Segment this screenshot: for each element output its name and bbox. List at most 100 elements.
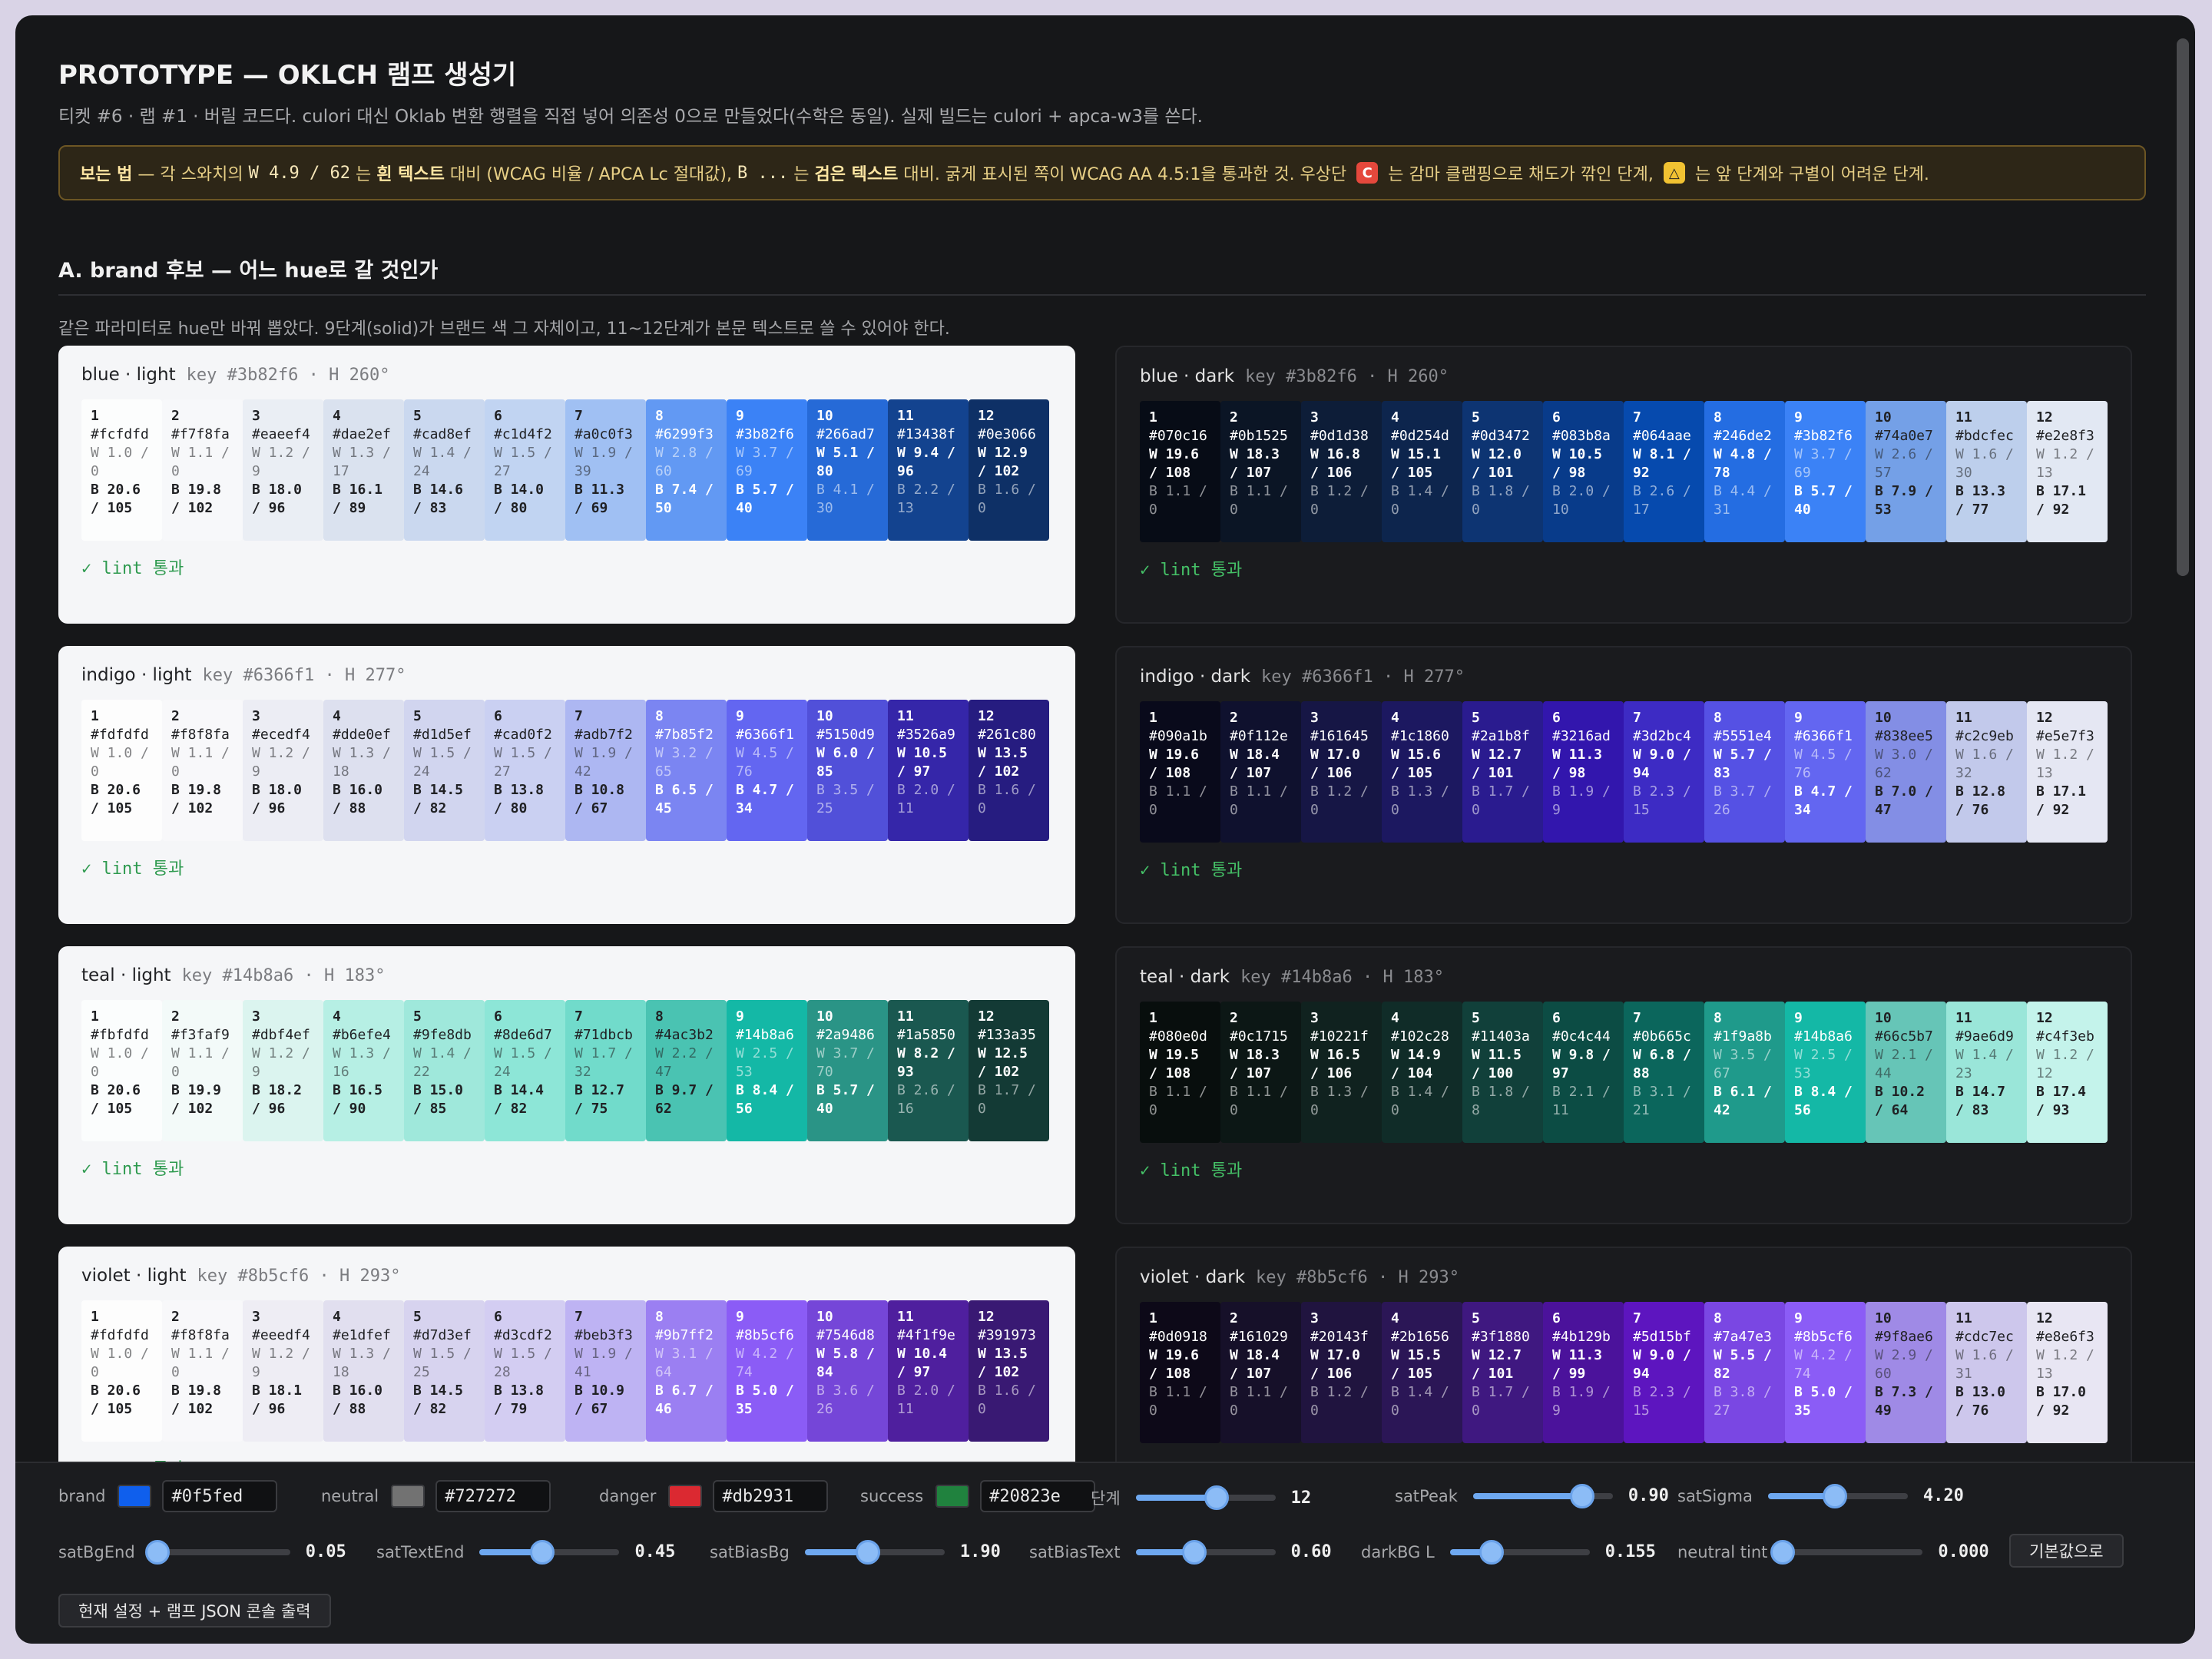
- swatch[interactable]: 2 #161029 W 18.4 / 107 B 1.1 / 0: [1220, 1302, 1301, 1443]
- swatch[interactable]: 9 #3b82f6 W 3.7 / 69 B 5.7 / 40: [727, 399, 807, 541]
- swatch[interactable]: 5 #d7d3ef W 1.5 / 25 B 14.5 / 82: [404, 1300, 485, 1442]
- swatch[interactable]: 8 #4ac3b2 W 2.2 / 47 B 9.7 / 62: [646, 1000, 727, 1141]
- swatch[interactable]: 7 #3d2bc4 W 9.0 / 94 B 2.3 / 15: [1624, 701, 1704, 843]
- swatch[interactable]: 8 #246de2 W 4.8 / 78 B 4.4 / 31: [1704, 401, 1785, 542]
- swatch[interactable]: 12 #261c80 W 13.5 / 102 B 1.6 / 0: [969, 700, 1049, 841]
- danger-color-picker[interactable]: [668, 1485, 703, 1508]
- swatch[interactable]: 8 #5551e4 W 5.7 / 83 B 3.7 / 26: [1704, 701, 1785, 843]
- swatch[interactable]: 7 #adb7f2 W 1.9 / 42 B 10.8 / 67: [565, 700, 646, 841]
- swatch[interactable]: 5 #0d3472 W 12.0 / 101 B 1.8 / 0: [1462, 401, 1543, 542]
- swatch[interactable]: 8 #1f9a8b W 3.5 / 67 B 6.1 / 42: [1704, 1002, 1785, 1143]
- darkbgl-slider[interactable]: [1449, 1539, 1590, 1565]
- swatch[interactable]: 7 #a0c0f3 W 1.9 / 39 B 11.3 / 69: [565, 399, 646, 541]
- swatch[interactable]: 1 #070c16 W 19.6 / 108 B 1.1 / 0: [1140, 401, 1220, 542]
- swatch[interactable]: 3 #0d1d38 W 16.8 / 106 B 1.2 / 0: [1301, 401, 1382, 542]
- swatch[interactable]: 7 #71dbcb W 1.7 / 32 B 12.7 / 75: [565, 1000, 646, 1141]
- swatch[interactable]: 12 #c4f3eb W 1.2 / 12 B 17.4 / 93: [2027, 1002, 2108, 1143]
- swatch[interactable]: 6 #d3cdf2 W 1.5 / 28 B 13.8 / 79: [485, 1300, 565, 1442]
- steps-slider[interactable]: [1135, 1485, 1276, 1510]
- swatch[interactable]: 11 #cdc7ec W 1.6 / 31 B 13.0 / 76: [1946, 1302, 2027, 1443]
- swatch[interactable]: 1 #080e0d W 19.5 / 108 B 1.1 / 0: [1140, 1002, 1220, 1143]
- scrollbar[interactable]: [2177, 38, 2189, 576]
- swatch[interactable]: 12 #0e3066 W 12.9 / 102 B 1.6 / 0: [969, 399, 1049, 541]
- swatch[interactable]: 3 #161645 W 17.0 / 106 B 1.2 / 0: [1301, 701, 1382, 843]
- swatch[interactable]: 8 #7a47e3 W 5.5 / 82 B 3.8 / 27: [1704, 1302, 1785, 1443]
- swatch[interactable]: 11 #9ae6d9 W 1.4 / 23 B 14.7 / 83: [1946, 1002, 2027, 1143]
- swatch[interactable]: 11 #bdcfec W 1.6 / 30 B 13.3 / 77: [1946, 401, 2027, 542]
- swatch[interactable]: 10 #74a0e7 W 2.6 / 57 B 7.9 / 53: [1866, 401, 1946, 542]
- swatch[interactable]: 12 #133a35 W 12.5 / 102 B 1.7 / 0: [969, 1000, 1049, 1141]
- satbiasbg-slider[interactable]: [804, 1539, 945, 1565]
- neutral-color-picker[interactable]: [391, 1485, 426, 1508]
- success-hex-input[interactable]: #20823e: [980, 1480, 1096, 1512]
- neutral-hex-input[interactable]: #727272: [435, 1480, 551, 1512]
- danger-hex-input[interactable]: #db2931: [713, 1480, 829, 1512]
- swatch[interactable]: 7 #0b665c W 6.8 / 88 B 3.1 / 21: [1624, 1002, 1704, 1143]
- swatch[interactable]: 4 #b6efe4 W 1.3 / 16 B 16.5 / 90: [323, 1000, 404, 1141]
- swatch[interactable]: 11 #1a5850 W 8.2 / 93 B 2.6 / 16: [888, 1000, 969, 1141]
- swatch[interactable]: 8 #6299f3 W 2.8 / 60 B 7.4 / 50: [646, 399, 727, 541]
- swatch[interactable]: 6 #0c4c44 W 9.8 / 97 B 2.1 / 11: [1543, 1002, 1624, 1143]
- swatch[interactable]: 8 #9b7ff2 W 3.1 / 64 B 6.7 / 46: [646, 1300, 727, 1442]
- swatch[interactable]: 12 #e8e6f3 W 1.2 / 13 B 17.0 / 92: [2027, 1302, 2108, 1443]
- swatch[interactable]: 6 #083b8a W 10.5 / 98 B 2.0 / 10: [1543, 401, 1624, 542]
- swatch[interactable]: 7 #5d15bf W 9.0 / 94 B 2.3 / 15: [1624, 1302, 1704, 1443]
- swatch[interactable]: 6 #8de6d7 W 1.5 / 24 B 14.4 / 82: [485, 1000, 565, 1141]
- swatch[interactable]: 9 #8b5cf6 W 4.2 / 74 B 5.0 / 35: [727, 1300, 807, 1442]
- swatch[interactable]: 10 #9f8ae6 W 2.9 / 60 B 7.3 / 49: [1866, 1302, 1946, 1443]
- swatch[interactable]: 4 #dae2ef W 1.3 / 17 B 16.1 / 89: [323, 399, 404, 541]
- satbgend-slider[interactable]: [144, 1539, 290, 1565]
- main-content[interactable]: PROTOTYPE — OKLCH 램프 생성기 티켓 #6 · 랩 #1 · …: [15, 15, 2195, 1462]
- export-json-button[interactable]: 현재 설정 + 램프 JSON 콘솔 출력: [58, 1594, 331, 1628]
- swatch[interactable]: 10 #266ad7 W 5.1 / 80 B 4.1 / 30: [807, 399, 888, 541]
- swatch[interactable]: 2 #0f112e W 18.4 / 107 B 1.1 / 0: [1220, 701, 1301, 843]
- swatch[interactable]: 10 #838ee5 W 3.0 / 62 B 7.0 / 47: [1866, 701, 1946, 843]
- swatch[interactable]: 4 #dde0ef W 1.3 / 18 B 16.0 / 88: [323, 700, 404, 841]
- swatch[interactable]: 12 #391973 W 13.5 / 102 B 1.6 / 0: [969, 1300, 1049, 1442]
- swatch[interactable]: 5 #9fe8db W 1.4 / 22 B 15.0 / 85: [404, 1000, 485, 1141]
- brand-hex-input[interactable]: #0f5fed: [162, 1480, 278, 1512]
- swatch[interactable]: 5 #11403a W 11.5 / 100 B 1.8 / 8: [1462, 1002, 1543, 1143]
- swatch[interactable]: 11 #13438f W 9.4 / 96 B 2.2 / 13: [888, 399, 969, 541]
- swatch[interactable]: 6 #3216ad W 11.3 / 98 B 1.9 / 9: [1543, 701, 1624, 843]
- reset-button[interactable]: 기본값으로: [2009, 1534, 2124, 1568]
- swatch[interactable]: 5 #d1d5ef W 1.5 / 24 B 14.5 / 82: [404, 700, 485, 841]
- swatch[interactable]: 9 #14b8a6 W 2.5 / 53 B 8.4 / 56: [1785, 1002, 1866, 1143]
- satpeak-slider[interactable]: [1472, 1483, 1613, 1508]
- swatch[interactable]: 3 #20143f W 17.0 / 106 B 1.2 / 0: [1301, 1302, 1382, 1443]
- swatch[interactable]: 11 #4f1f9e W 10.4 / 97 B 2.0 / 11: [888, 1300, 969, 1442]
- satbiastext-slider[interactable]: [1135, 1539, 1276, 1565]
- swatch[interactable]: 9 #6366f1 W 4.5 / 76 B 4.7 / 34: [1785, 701, 1866, 843]
- sattextend-slider[interactable]: [479, 1539, 620, 1565]
- swatch[interactable]: 4 #1c1860 W 15.6 / 105 B 1.3 / 0: [1382, 701, 1462, 843]
- swatch[interactable]: 9 #6366f1 W 4.5 / 76 B 4.7 / 34: [727, 700, 807, 841]
- swatch[interactable]: 9 #3b82f6 W 3.7 / 69 B 5.7 / 40: [1785, 401, 1866, 542]
- swatch[interactable]: 9 #8b5cf6 W 4.2 / 74 B 5.0 / 35: [1785, 1302, 1866, 1443]
- swatch[interactable]: 9 #14b8a6 W 2.5 / 53 B 8.4 / 56: [727, 1000, 807, 1141]
- swatch[interactable]: 4 #e1dfef W 1.3 / 18 B 16.0 / 88: [323, 1300, 404, 1442]
- swatch[interactable]: 4 #102c28 W 14.9 / 104 B 1.4 / 0: [1382, 1002, 1462, 1143]
- swatch[interactable]: 5 #cad8ef W 1.4 / 24 B 14.6 / 83: [404, 399, 485, 541]
- swatch[interactable]: 11 #c2c9eb W 1.6 / 32 B 12.8 / 76: [1946, 701, 2027, 843]
- swatch[interactable]: 5 #2a1b8f W 12.7 / 101 B 1.7 / 0: [1462, 701, 1543, 843]
- swatch[interactable]: 4 #2b1656 W 15.5 / 105 B 1.4 / 0: [1382, 1302, 1462, 1443]
- swatch[interactable]: 10 #5150d9 W 6.0 / 85 B 3.5 / 25: [807, 700, 888, 841]
- success-color-picker[interactable]: [935, 1485, 970, 1508]
- satsigma-slider[interactable]: [1767, 1483, 1908, 1508]
- swatch[interactable]: 10 #7546d8 W 5.8 / 84 B 3.6 / 26: [807, 1300, 888, 1442]
- swatch[interactable]: 6 #cad0f2 W 1.5 / 27 B 13.8 / 80: [485, 700, 565, 841]
- swatch[interactable]: 10 #66c5b7 W 2.1 / 44 B 10.2 / 64: [1866, 1002, 1946, 1143]
- swatch[interactable]: 7 #beb3f3 W 1.9 / 41 B 10.9 / 67: [565, 1300, 646, 1442]
- swatch[interactable]: 4 #0d254d W 15.1 / 105 B 1.4 / 0: [1382, 401, 1462, 542]
- swatch[interactable]: 3 #10221f W 16.5 / 106 B 1.3 / 0: [1301, 1002, 1382, 1143]
